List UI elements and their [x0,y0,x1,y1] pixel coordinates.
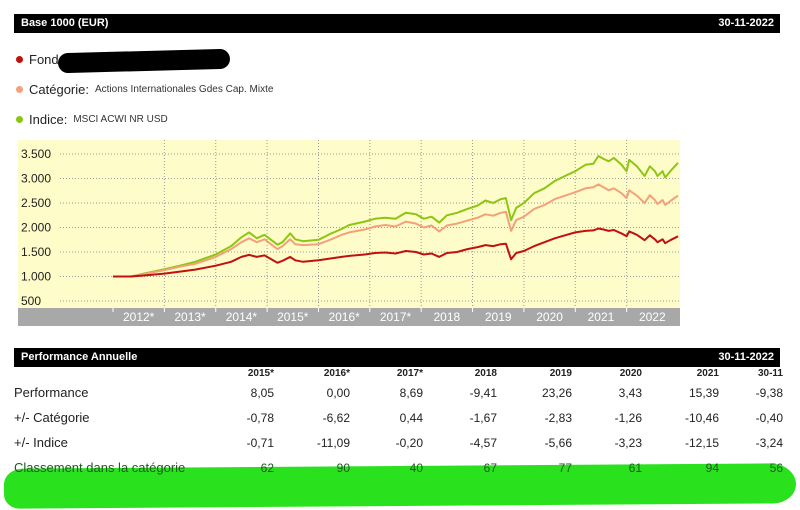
x-tick-label: 2019 [485,310,512,324]
redaction-scribble [57,48,231,74]
row-label: Classement dans la catégorie [14,460,186,475]
y-tick-label: 500 [21,294,41,308]
table-cell: -12,15 [684,435,719,450]
table-cell: -2,83 [544,410,572,425]
table-cell: 61 [628,460,642,475]
table-cell: 40 [409,460,423,475]
row-label: Performance [14,385,89,400]
column-header: 2021 [696,367,719,379]
x-tick-label: 2014* [226,310,258,324]
table-cell: -0,40 [755,410,783,425]
table-cell: -5,66 [544,435,572,450]
legend-fonds: Fonds [16,52,71,67]
column-header: 2020 [619,367,642,379]
table-cell: -0,20 [395,435,423,450]
legend-value: Actions Internationales Gdes Cap. Mixte [94,84,274,95]
x-tick-label: 2013* [174,310,206,324]
table-cell: 0,44 [399,410,423,425]
table-cell: 15,39 [688,385,719,400]
chart-header-date: 30-11-2022 [718,17,774,29]
chart-header-title: Base 1000 (EUR) [21,17,109,29]
y-tick-label: 3.000 [21,172,51,186]
series-line-fonds [113,227,679,278]
table-cell: 23,26 [541,385,572,400]
table-row: +/- Indice -0,71 -11,09 -0,20 -4,57 -5,66 -3,2… [14,430,783,455]
column-header: 30-11 [757,367,783,379]
perf-header-date: 30-11-2022 [718,351,774,363]
legend-categorie: Catégorie: Actions Internationales Gdes … [16,82,273,97]
table-cell: -10,46 [684,410,719,425]
y-tick-label: 2.000 [21,221,51,235]
table-cell: -3,23 [614,435,642,450]
legend-label: Indice: [29,112,68,127]
table-cell: -0,71 [246,435,274,450]
table-cell: -1,67 [469,410,497,425]
table-cell: 56 [769,460,783,475]
table-cell: 0,00 [326,385,350,400]
y-tick-label: 2.500 [21,196,51,210]
legend-dot-icon [16,116,23,123]
table-row: +/- Catégorie -0,78 -6,62 0,44 -1,67 -2,83 -1,… [14,405,783,430]
row-label: +/- Catégorie [14,410,90,425]
column-header: 2018 [474,367,497,379]
table-cell: -1,26 [614,410,642,425]
column-header: 2017* [396,367,423,379]
x-tick-label: 2018 [434,310,461,324]
x-tick-label: 2021 [588,310,615,324]
table-cell: -11,09 [316,435,350,450]
table-cell: 3,43 [618,385,642,400]
plot-background [18,140,680,308]
table-cell: 62 [260,460,274,475]
table-cell: 94 [705,460,719,475]
y-tick-label: 1.000 [21,270,51,284]
performance-chart: 3.500 3.000 2.500 2.000 1.500 1.000 500 2012* 20… [18,140,680,326]
table-cell: -0,78 [246,410,274,425]
x-tick-label: 2020 [536,310,563,324]
legend-value: MSCI ACWI NR USD [73,114,168,125]
table-cell: -3,24 [755,435,783,450]
x-tick-label: 2015* [277,310,309,324]
table-row: Performance 8,05 0,00 8,69 -9,41 23,26 3,43 15,… [14,380,783,405]
table-cell: 77 [558,460,572,475]
series-line-indice [113,155,679,278]
column-header: 2016* [323,367,350,379]
table-cell: 8,69 [399,385,423,400]
legend-label: Fonds [29,52,66,67]
x-tick-label: 2012* [123,310,155,324]
legend-label: Catégorie: [29,82,89,97]
x-axis-band [18,308,680,326]
column-header: 2015* [247,367,274,379]
legend-dot-icon [16,86,23,93]
table-cell: 8,05 [250,385,274,400]
table-cell: 67 [483,460,497,475]
table-header-spacer [14,366,198,380]
table-cell: -9,41 [469,385,497,400]
row-label: +/- Indice [14,435,68,450]
chart-header-bar: Base 1000 (EUR) 30-11-2022 [14,14,780,33]
perf-header-title: Performance Annuelle [21,351,138,363]
table-header-row: 2015* 2016* 2017* 2018 2019 2020 2021 30-11 [14,366,783,380]
table-row: Classement dans la catégorie 62 90 40 67 77 61… [14,455,783,480]
performance-table: 2015* 2016* 2017* 2018 2019 2020 2021 30-11 Perf… [14,366,783,480]
table-cell: -4,57 [469,435,497,450]
table-cell: -6,62 [322,410,350,425]
legend-indice: Indice: MSCI ACWI NR USD [16,112,168,127]
perf-header-bar: Performance Annuelle 30-11-2022 [14,348,780,367]
table-cell: 90 [336,460,350,475]
column-header: 2019 [549,367,572,379]
series-line-catgorie [113,183,679,278]
y-tick-label: 3.500 [21,147,51,161]
x-tick-label: 2022 [639,310,666,324]
table-cell: -9,38 [755,385,783,400]
x-tick-label: 2016* [328,310,360,324]
x-tick-label: 2017* [380,310,412,324]
y-tick-label: 1.500 [21,245,51,259]
legend-dot-icon [16,56,23,63]
